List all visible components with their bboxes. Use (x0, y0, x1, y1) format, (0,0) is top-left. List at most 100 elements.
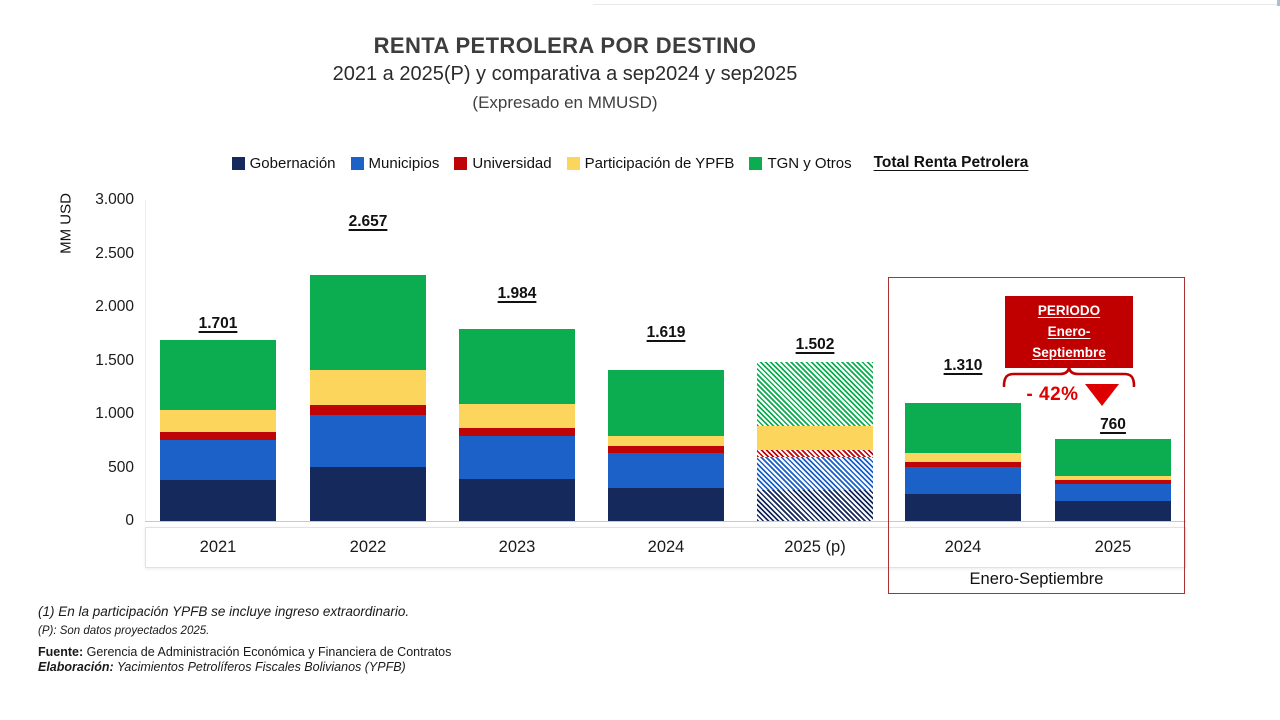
periodo-callout: PERIODO Enero- Septiembre (1005, 296, 1133, 368)
segment-municipios (905, 467, 1021, 495)
page-subtitle: 2021 a 2025(P) y comparativa a sep2024 y… (332, 63, 798, 85)
total-value-label: 1.984 (497, 284, 537, 302)
footnote-ypfb: (1) En la participación YPFB se incluye … (38, 604, 410, 619)
percent-change: - 42% (1000, 384, 1145, 406)
segment-tgn (757, 361, 873, 427)
bar-2024 (608, 369, 724, 521)
segment-municipios (459, 435, 575, 479)
segment-tgn (905, 402, 1021, 453)
legend-swatch-municipios (350, 156, 364, 170)
legend-item-ypfb: Participación de YPFB (566, 154, 735, 172)
segment-universidad (905, 461, 1021, 468)
bar-2021 (160, 339, 276, 521)
segment-ypfb (1055, 476, 1171, 481)
segment-ypfb (160, 410, 276, 433)
legend-swatch-universidad (454, 156, 468, 170)
legend-total-renta-petrolera: Total Renta Petrolera (873, 154, 1029, 171)
legend-label-universidad: Universidad (472, 154, 552, 172)
scrollbar-remnant (1277, 0, 1280, 6)
bar-2022 (310, 275, 426, 521)
segment-universidad (608, 445, 724, 453)
category-label-2024: 2024 (944, 538, 982, 556)
source-text: Gerencia de Administración Económica y F… (83, 645, 452, 659)
category-label-2022: 2022 (349, 538, 387, 556)
segment-municipios (160, 439, 276, 480)
total-value-label: 1.619 (646, 323, 686, 341)
bar-2024 (905, 402, 1021, 521)
elaboration-label: Elaboración: (38, 660, 114, 674)
periodo-line-3: Septiembre (1032, 344, 1106, 360)
segment-ypfb (905, 452, 1021, 462)
category-label-2021: 2021 (199, 538, 237, 556)
segment-universidad (160, 432, 276, 440)
segment-tgn (160, 339, 276, 411)
chart-legend: Gobernación Municipios Universidad Particip… (0, 154, 1260, 172)
segment-universidad (1055, 480, 1171, 485)
legend-swatch-ypfb (566, 156, 580, 170)
legend-swatch-tgn (749, 156, 763, 170)
y-tick-1.000: 1.000 (95, 405, 134, 422)
periodo-line-2: Enero- (1047, 323, 1091, 339)
legend-label-municipios: Municipios (368, 154, 440, 172)
segment-gobernacion (905, 494, 1021, 521)
segment-gobernacion (608, 488, 724, 521)
periodo-line-1: PERIODO (1037, 303, 1101, 318)
segment-gobernacion (757, 489, 873, 521)
y-tick-3.000: 3.000 (95, 191, 134, 208)
total-value-label: 760 (1100, 415, 1126, 433)
segment-tgn (1055, 438, 1171, 477)
decline-arrow-icon (1084, 384, 1119, 406)
segment-ypfb (310, 370, 426, 406)
comparative-caption: Enero-Septiembre (969, 570, 1104, 588)
segment-ypfb (757, 426, 873, 451)
y-tick-500: 500 (108, 458, 134, 476)
segment-municipios (1055, 484, 1171, 502)
total-value-label: 1.310 (943, 356, 983, 374)
category-label-2024: 2024 (647, 538, 685, 556)
category-label-2025 (p): 2025 (p) (784, 538, 846, 556)
segment-tgn (608, 369, 724, 436)
segment-gobernacion (459, 478, 575, 521)
segment-tgn (310, 275, 426, 371)
brace-icon (1002, 367, 1136, 387)
segment-ypfb (459, 403, 575, 429)
footnote-projected: (P): Son datos proyectados 2025. (38, 625, 210, 637)
comparative-period-box (888, 277, 1185, 594)
legend-label-ypfb: Participación de YPFB (584, 154, 735, 172)
cropped-toolbar-edge (593, 4, 1280, 5)
category-label-2023: 2023 (498, 538, 536, 556)
y-tick-1.500: 1.500 (95, 351, 134, 369)
total-value-label: 1.701 (198, 314, 238, 332)
legend-item-universidad: Universidad (454, 154, 552, 172)
segment-tgn (459, 328, 575, 404)
footnote-elaboration: Elaboración: Yacimientos Petrolíferos Fi… (38, 660, 406, 674)
total-value-label: 2.657 (348, 212, 388, 230)
elaboration-text: Yacimientos Petrolíferos Fiscales Bolivi… (113, 660, 406, 674)
x-axis-label-band (145, 527, 1186, 568)
bar-2025 (p) (757, 361, 873, 521)
legend-label-tgn: TGN y Otros (767, 154, 852, 172)
unit-note: (Expresado en MMUSD) (472, 93, 658, 112)
bar-2023 (459, 328, 575, 521)
y-tick-0: 0 (125, 512, 134, 529)
y-tick-2.000: 2.000 (95, 298, 134, 315)
source-label: Fuente: (38, 645, 84, 659)
segment-universidad (310, 405, 426, 416)
footnote-source: Fuente: Gerencia de Administración Econó… (38, 645, 451, 659)
x-axis-line (145, 521, 1186, 522)
total-value-label: 1.502 (795, 336, 835, 354)
legend-swatch-gobernacion (231, 156, 245, 170)
y-axis-line (145, 200, 146, 522)
legend-label-gobernacion: Gobernación (249, 154, 336, 172)
segment-ypfb (608, 435, 724, 446)
legend-items: Gobernación Municipios Universidad Particip… (231, 154, 852, 172)
y-tick-2.500: 2.500 (95, 244, 134, 262)
segment-municipios (757, 456, 873, 490)
segment-universidad (757, 450, 873, 457)
legend-item-municipios: Municipios (350, 154, 440, 172)
segment-universidad (459, 428, 575, 436)
category-label-2025: 2025 (1094, 538, 1132, 556)
legend-item-gobernacion: Gobernación (231, 154, 336, 172)
segment-municipios (310, 415, 426, 467)
